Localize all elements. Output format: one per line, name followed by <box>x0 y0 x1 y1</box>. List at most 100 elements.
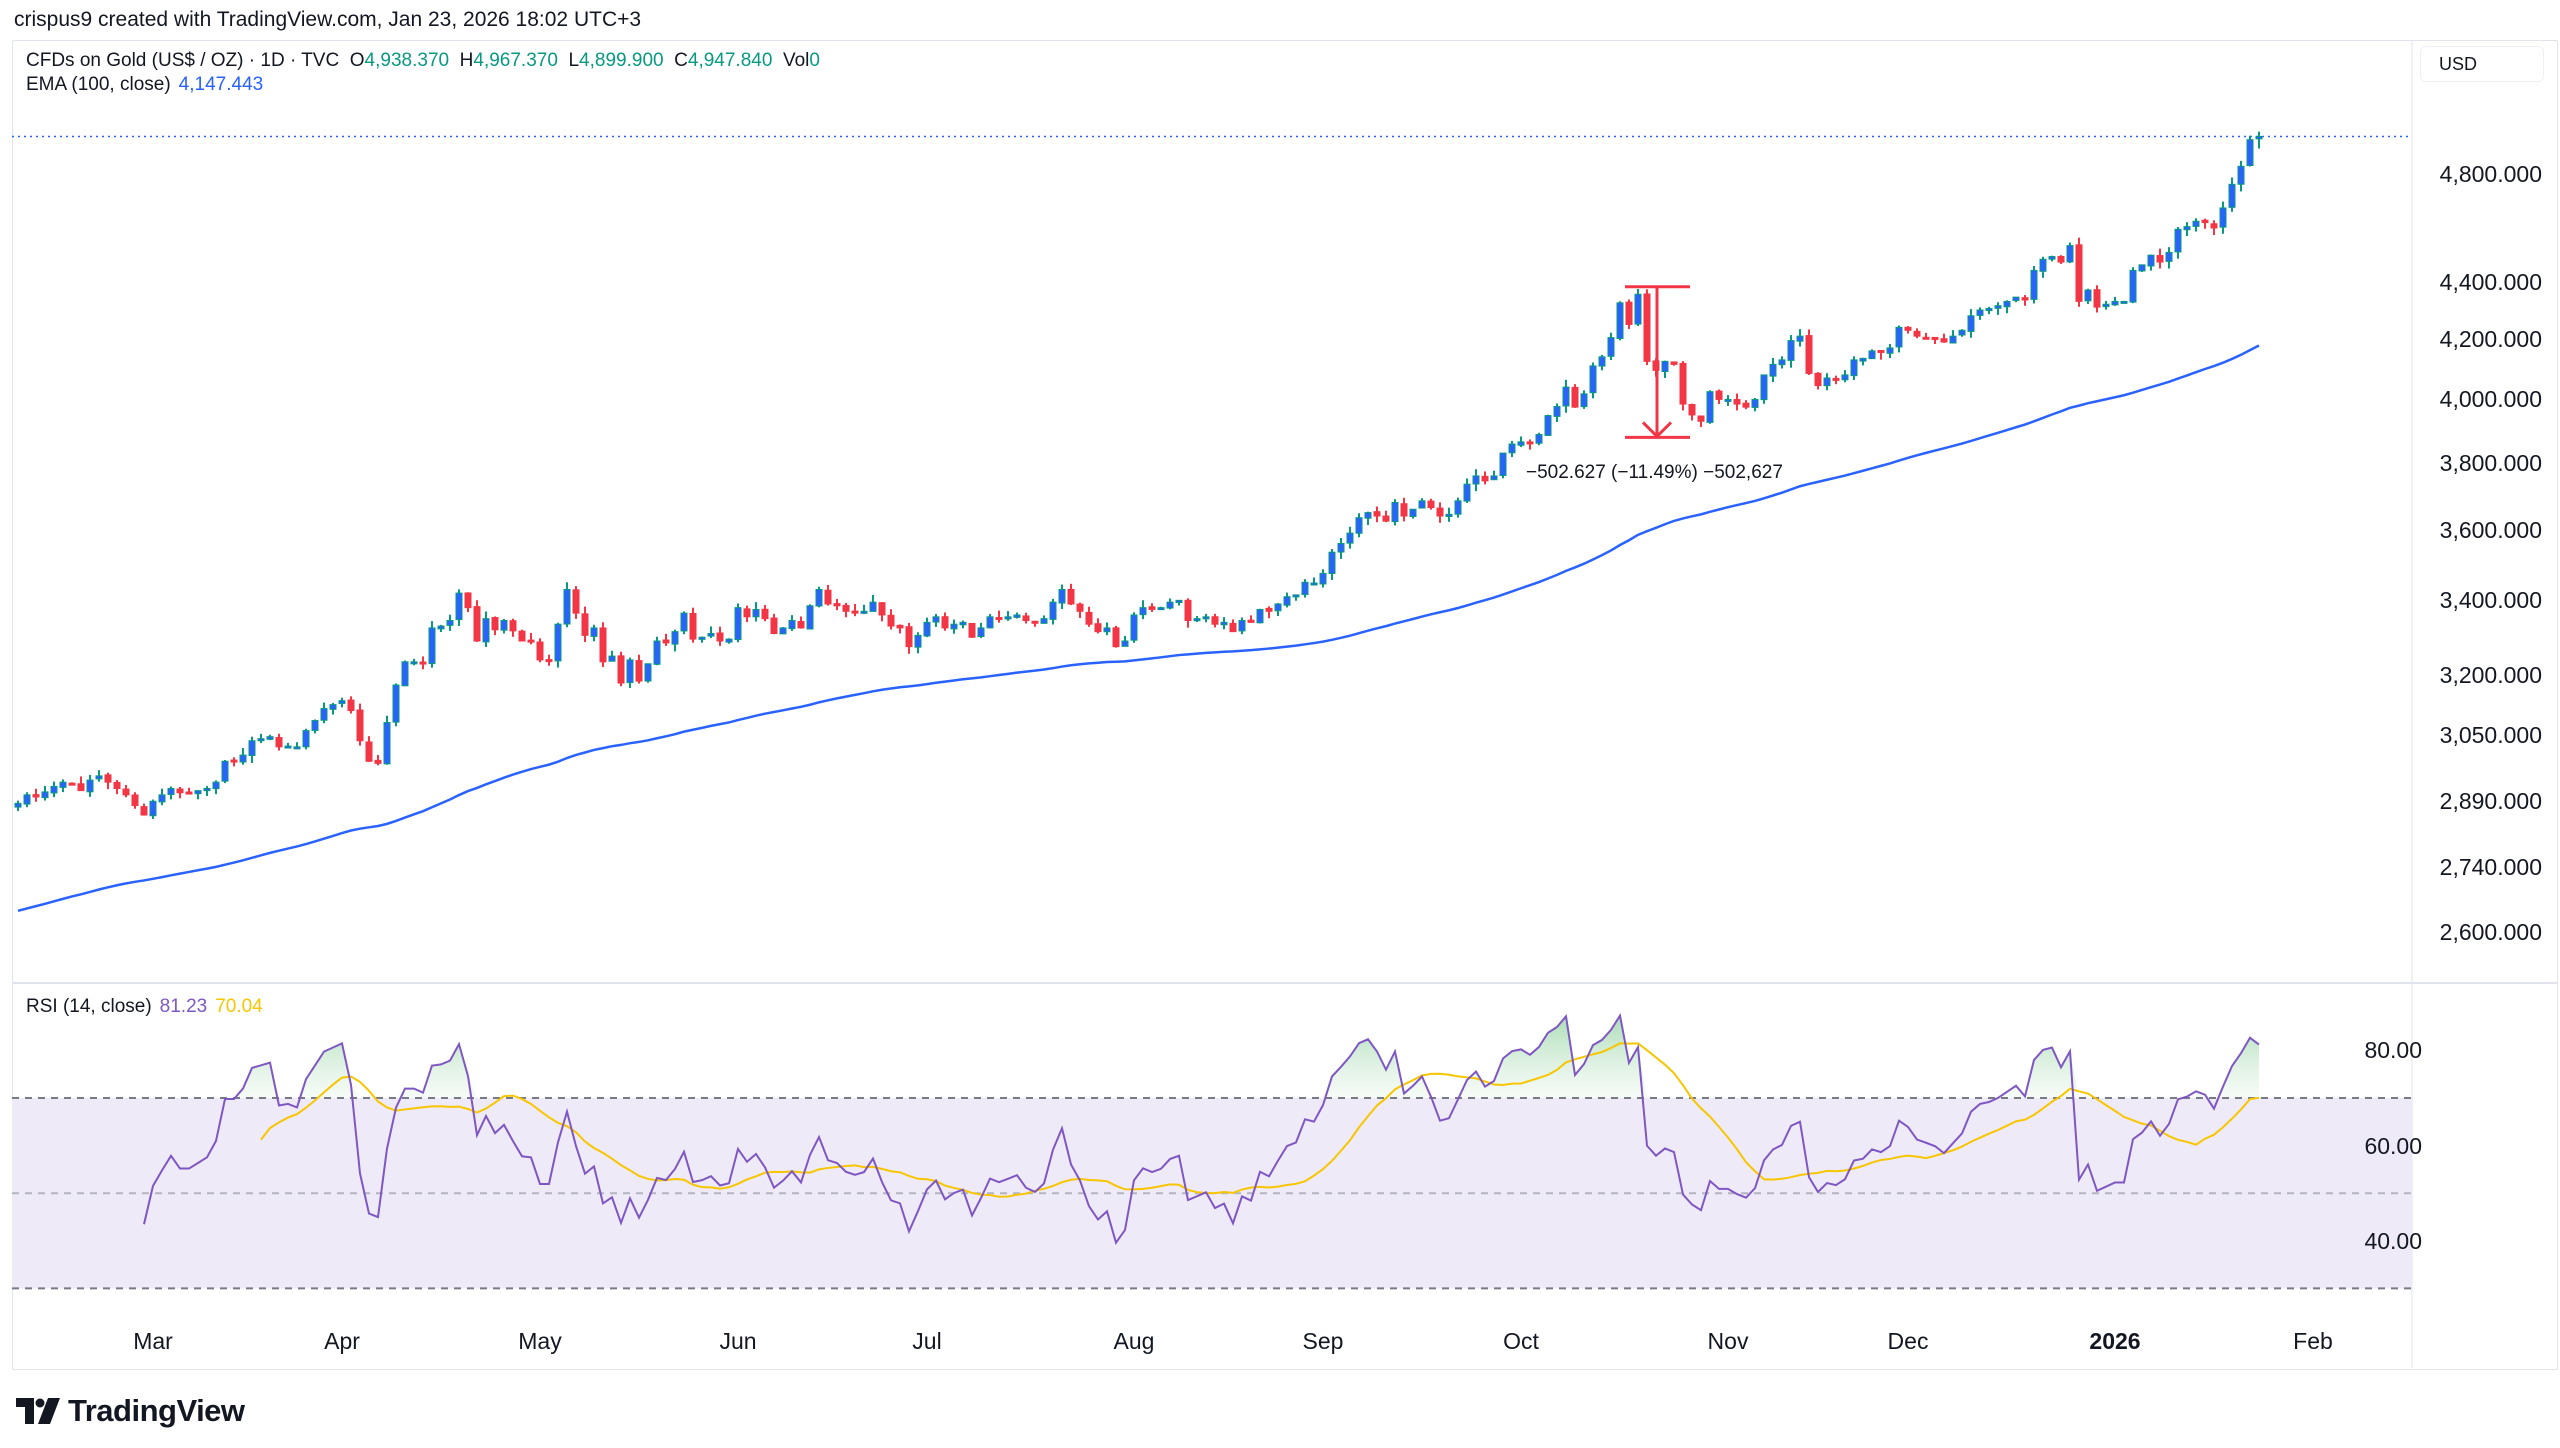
candle-body <box>1139 607 1147 616</box>
candle-body <box>1364 512 1372 519</box>
candle <box>401 660 409 687</box>
candle <box>1679 361 1687 411</box>
candle <box>509 618 517 637</box>
candle-body <box>1238 619 1246 632</box>
rsi-ma-line <box>260 1042 2260 1198</box>
candle <box>500 618 508 634</box>
candle-body <box>509 620 517 632</box>
candle <box>2084 288 2092 304</box>
candle <box>1949 330 1957 344</box>
candle-body <box>1508 443 1516 454</box>
candle-body <box>1517 441 1525 446</box>
candle-body <box>1544 415 1552 436</box>
candle-body <box>2219 207 2227 228</box>
time-tick-label: Oct <box>1503 1328 1539 1354</box>
chart-credit: crispus9 created with TradingView.com, J… <box>14 8 642 31</box>
candle <box>329 702 337 715</box>
candle-body <box>662 639 670 644</box>
candle-body <box>1274 603 1282 612</box>
candle <box>239 748 247 765</box>
candle-body <box>1949 335 1957 344</box>
candle <box>2201 218 2209 229</box>
candle <box>599 622 607 668</box>
candle <box>1463 478 1471 503</box>
candle-body <box>1724 398 1732 402</box>
candle-body <box>2075 244 2083 302</box>
candle <box>1094 618 1102 634</box>
candle <box>176 786 184 799</box>
candle-body <box>311 720 319 731</box>
candle <box>59 779 67 793</box>
candle <box>1283 592 1291 608</box>
candle <box>1229 619 1237 633</box>
candle-body <box>752 608 760 618</box>
candle-body <box>446 619 454 626</box>
candle <box>1616 301 1624 341</box>
candle-body <box>2174 228 2182 253</box>
candle-body <box>59 781 67 788</box>
candle-body <box>1967 315 1975 332</box>
candle-body <box>482 618 490 643</box>
candle <box>2165 247 2173 269</box>
candle-body <box>1013 614 1021 618</box>
candle-body <box>1814 372 1822 387</box>
time-tick-label: 2026 <box>2089 1328 2141 1354</box>
candle-body <box>1022 615 1030 621</box>
candle-body <box>356 709 364 742</box>
candle-body <box>2165 251 2173 262</box>
candle-body <box>1184 599 1192 621</box>
candle-body <box>32 794 40 798</box>
candle-body <box>2102 303 2110 308</box>
candle-body <box>932 616 940 623</box>
candle <box>1319 569 1327 588</box>
ema-legend[interactable]: EMA (100, close) 4,147.443 <box>26 74 263 96</box>
candle-body <box>914 634 922 648</box>
candle-body <box>1733 399 1741 405</box>
candle <box>725 638 733 644</box>
candle <box>311 719 319 734</box>
candle <box>581 606 589 643</box>
candle <box>266 734 274 741</box>
candle <box>545 654 553 666</box>
tradingview-logo[interactable]: TradingView <box>16 1393 245 1429</box>
candle-body <box>887 614 895 627</box>
candle <box>1517 436 1525 448</box>
symbol-title[interactable]: CFDs on Gold (US$ / OZ) · 1D · TVC <box>26 50 340 71</box>
candle-body <box>986 616 994 629</box>
candle <box>1481 471 1489 485</box>
candle-body <box>995 617 1003 621</box>
candle-body <box>131 794 139 807</box>
candle-body <box>428 627 436 665</box>
candle-body <box>1463 483 1471 502</box>
candle <box>887 609 895 630</box>
candle-body <box>1760 374 1768 401</box>
candle <box>1436 502 1444 523</box>
candle <box>203 786 211 797</box>
candle <box>1130 612 1138 643</box>
candle-body <box>2120 300 2128 304</box>
candle <box>797 616 805 629</box>
candle-body <box>1877 349 1885 353</box>
candle <box>1076 602 1084 619</box>
candle <box>1193 616 1201 623</box>
candle-body <box>1913 330 1921 337</box>
candle-body <box>1940 338 1948 343</box>
candle-body <box>1004 616 1012 620</box>
candle-body <box>230 759 238 763</box>
candle <box>221 759 229 784</box>
candle-body <box>1742 402 1750 408</box>
time-tick-label: Dec <box>1887 1328 1929 1354</box>
price-tick-label: 2,890.000 <box>2439 788 2542 815</box>
candle <box>1913 328 1921 339</box>
candle <box>842 602 850 618</box>
currency-button[interactable]: USD <box>2420 46 2544 82</box>
candle <box>77 776 85 792</box>
low-label: L <box>568 50 580 71</box>
rsi-legend[interactable]: RSI (14, close) 81.23 70.04 <box>26 996 263 1018</box>
candle <box>1967 309 1975 338</box>
candle-body <box>365 741 373 762</box>
candle <box>1724 395 1732 406</box>
symbol-legend: CFDs on Gold (US$ / OZ) · 1D · TVC O4,93… <box>26 50 820 72</box>
candle-body <box>2057 255 2065 263</box>
